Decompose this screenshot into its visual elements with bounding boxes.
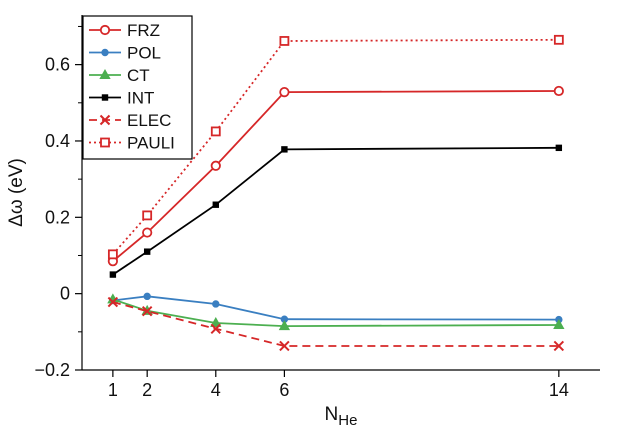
y-axis-title: Δω (eV) <box>6 158 27 227</box>
y-tick-label: 0 <box>60 284 70 304</box>
data-point-pol <box>213 301 219 307</box>
legend-label-pol: POL <box>127 44 161 63</box>
x-tick-label: 6 <box>279 380 289 400</box>
legend-label-elec: ELEC <box>127 111 171 130</box>
y-tick-label: 0.6 <box>45 55 70 75</box>
data-point-pauli <box>143 211 151 219</box>
data-point-pauli <box>555 36 563 44</box>
x-tick-label: 4 <box>211 380 221 400</box>
legend-marker-int <box>102 94 108 100</box>
data-point-int <box>110 271 116 277</box>
x-axis-title: NHe <box>325 404 358 429</box>
data-point-pol <box>144 293 150 299</box>
legend: FRZ POL CT INT ELEC PAULI <box>83 16 192 159</box>
legend-marker-pol <box>102 49 108 55</box>
data-point-frz <box>212 162 220 170</box>
series-line-int <box>113 148 559 275</box>
data-point-int <box>144 248 150 254</box>
y-tick-label: 0.4 <box>45 131 70 151</box>
legend-label-ct: CT <box>127 66 150 85</box>
series-line-elec <box>113 302 559 346</box>
data-point-pauli <box>109 250 117 258</box>
x-tick-label: 1 <box>108 380 118 400</box>
data-point-int <box>213 202 219 208</box>
data-point-pauli <box>212 127 220 135</box>
data-point-int <box>556 145 562 151</box>
y-tick-label: −0.2 <box>34 360 70 380</box>
series-int <box>110 145 562 278</box>
series-line-ct <box>113 299 559 326</box>
data-point-frz <box>555 87 563 95</box>
x-tick-label: 14 <box>549 380 569 400</box>
legend-label-pauli: PAULI <box>127 134 175 153</box>
legend-marker-frz <box>101 26 109 34</box>
data-point-frz <box>280 88 288 96</box>
legend-marker-pauli <box>101 139 109 147</box>
data-point-frz <box>143 228 151 236</box>
x-axis-title-sub: He <box>338 412 357 429</box>
legend-label-int: INT <box>127 89 154 108</box>
x-axis-title-main: N <box>325 404 339 425</box>
y-tick-label: 0.2 <box>45 207 70 227</box>
series-elec <box>108 298 563 351</box>
data-point-int <box>281 146 287 152</box>
legend-label-frz: FRZ <box>127 21 160 40</box>
data-point-pauli <box>280 37 288 45</box>
x-tick-label: 2 <box>142 380 152 400</box>
